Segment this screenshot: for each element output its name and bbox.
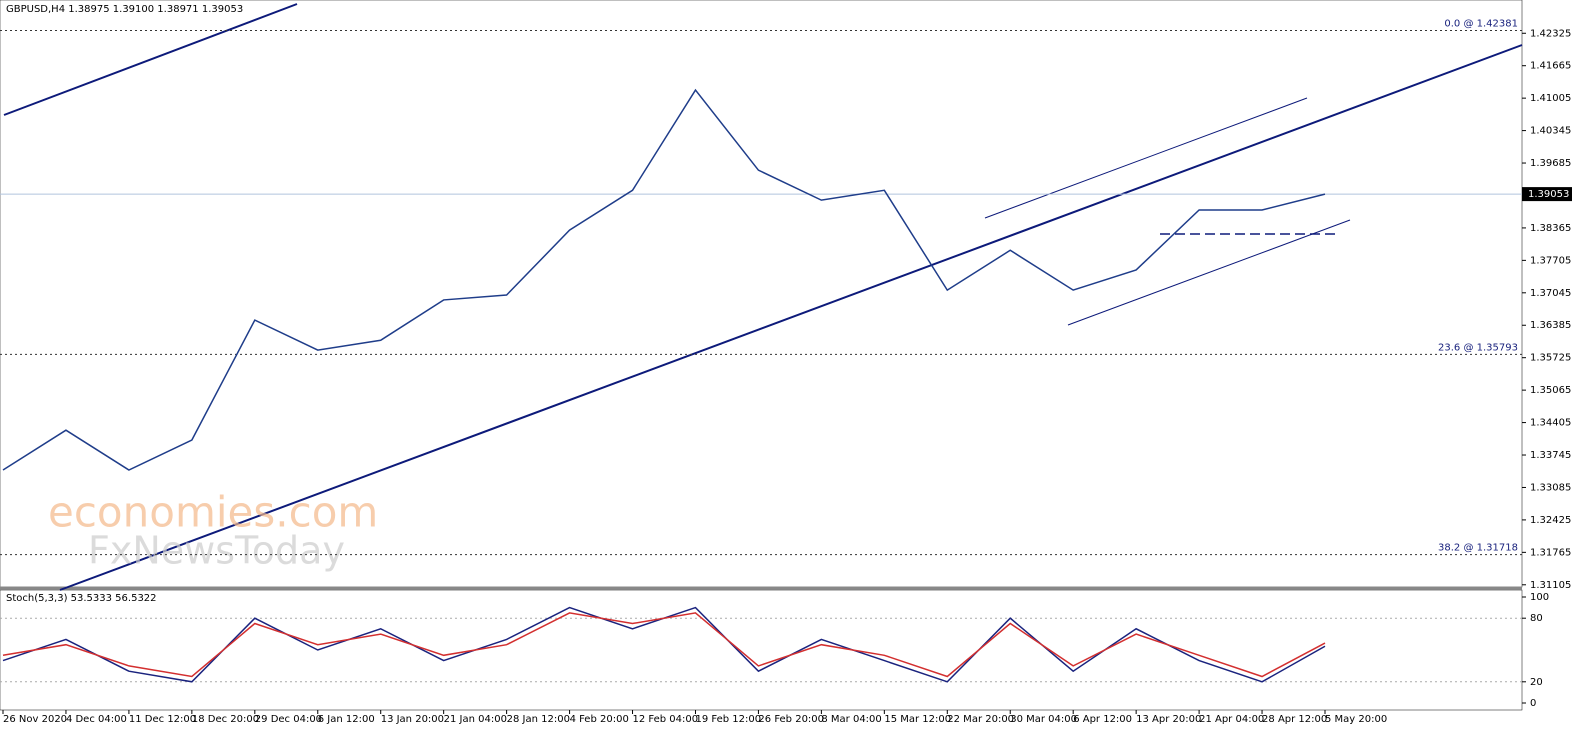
x-tick-label: 4 Dec 04:00 (66, 714, 127, 725)
trend-line (3, 3, 298, 116)
x-tick-label: 30 Mar 04:00 (1010, 714, 1077, 725)
y-tick-label: 0 (1530, 698, 1536, 709)
x-tick-label: 21 Apr 04:00 (1199, 714, 1264, 725)
x-tick-label: 11 Dec 12:00 (129, 714, 196, 725)
x-tick-label: 26 Feb 20:00 (758, 714, 824, 725)
line-series (2, 612, 1326, 678)
y-tick-label: 1.34405 (1530, 418, 1571, 429)
indicator-title: Stoch(5,3,3) 53.5333 56.5322 (6, 593, 157, 604)
x-tick-label: 6 Apr 12:00 (1073, 714, 1132, 725)
fib-label: 0.0 @ 1.42381 (1444, 19, 1518, 30)
y-tick-label: 1.37705 (1530, 255, 1571, 266)
y-tick-label: 1.35065 (1530, 385, 1571, 396)
fib-label: 38.2 @ 1.31718 (1438, 543, 1518, 554)
y-tick-label: 1.31105 (1530, 580, 1571, 591)
line-series (2, 88, 1326, 471)
y-tick-label: 1.40345 (1530, 126, 1571, 137)
y-tick-label: 1.32425 (1530, 515, 1571, 526)
x-tick-label: 13 Jan 20:00 (381, 714, 444, 725)
y-tick-label: 80 (1530, 613, 1543, 624)
x-tick-label: 5 May 20:00 (1325, 714, 1387, 725)
x-tick-label: 21 Jan 04:00 (444, 714, 507, 725)
x-tick-label: 15 Mar 12:00 (884, 714, 951, 725)
current-price-label: 1.39053 (1528, 189, 1569, 200)
x-tick-label: 6 Jan 12:00 (318, 714, 375, 725)
y-tick-label: 1.42325 (1530, 28, 1571, 39)
x-tick-label: 19 Feb 12:00 (695, 714, 761, 725)
x-tick-label: 22 Mar 20:00 (947, 714, 1014, 725)
x-tick-label: 28 Jan 12:00 (507, 714, 570, 725)
watermark: FxNewsToday (88, 529, 345, 573)
x-tick-label: 28 Apr 12:00 (1262, 714, 1327, 725)
x-tick-label: 18 Dec 20:00 (192, 714, 259, 725)
x-tick-label: 26 Nov 2020 (3, 714, 67, 725)
y-tick-label: 1.33745 (1530, 450, 1571, 461)
y-tick-label: 1.41665 (1530, 61, 1571, 72)
fib-label: 23.6 @ 1.35793 (1438, 342, 1518, 353)
y-tick-label: 1.35725 (1530, 353, 1571, 364)
current-price-box (1522, 187, 1572, 202)
trend-line (59, 44, 1523, 591)
watermark: economies.com (48, 488, 378, 537)
y-tick-label: 1.39685 (1530, 158, 1571, 169)
x-tick-label: 4 Feb 20:00 (570, 714, 629, 725)
channel-line (984, 97, 1308, 219)
price-panel (0, 0, 1523, 588)
chart-title: GBPUSD,H4 1.38975 1.39100 1.38971 1.3905… (6, 4, 243, 15)
y-tick-label: 1.31765 (1530, 547, 1571, 558)
y-tick-label: 1.36385 (1530, 320, 1571, 331)
y-tick-label: 1.41005 (1530, 93, 1571, 104)
x-tick-label: 12 Feb 04:00 (633, 714, 699, 725)
stoch-panel (0, 589, 1523, 711)
y-tick-label: 100 (1530, 592, 1549, 603)
x-tick-label: 8 Mar 04:00 (821, 714, 881, 725)
x-tick-label: 29 Dec 04:00 (255, 714, 322, 725)
y-tick-label: 1.38365 (1530, 223, 1571, 234)
y-tick-label: 1.37045 (1530, 288, 1571, 299)
y-tick-label: 1.33085 (1530, 482, 1571, 493)
y-tick-label: 20 (1530, 677, 1543, 688)
channel-line (1067, 219, 1351, 326)
x-tick-label: 13 Apr 20:00 (1136, 714, 1201, 725)
